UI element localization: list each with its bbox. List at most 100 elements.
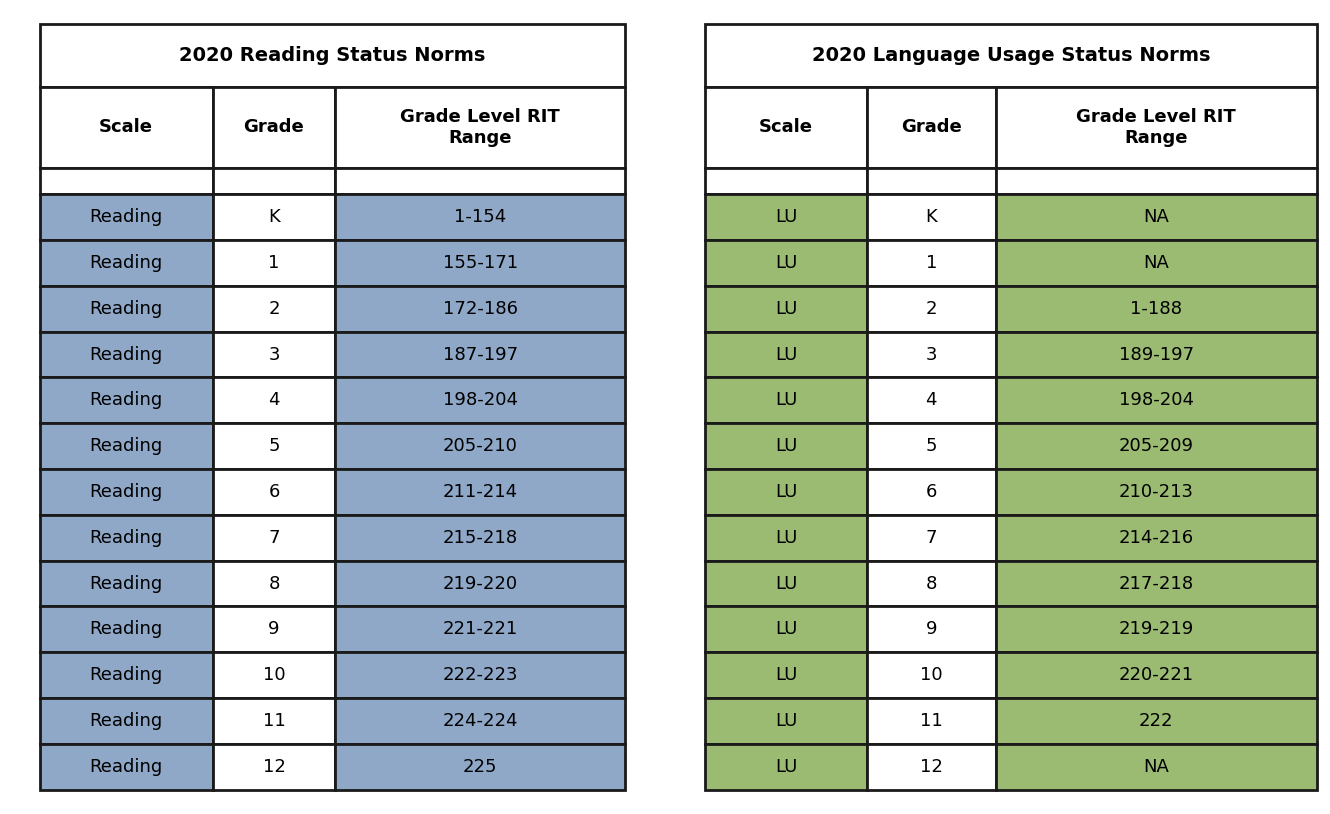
Bar (335, 286, 625, 331)
Bar (705, 469, 867, 514)
Bar (213, 286, 335, 331)
Bar (335, 423, 625, 469)
Bar (996, 698, 1317, 744)
Text: 9: 9 (926, 620, 938, 638)
Bar (213, 698, 335, 744)
Text: Reading: Reading (89, 208, 162, 226)
Bar (996, 652, 1317, 698)
Text: LU: LU (775, 254, 797, 272)
Text: 11: 11 (262, 712, 286, 730)
Bar (40, 606, 213, 652)
Bar (40, 286, 213, 331)
Text: 205-210: 205-210 (443, 437, 517, 455)
Text: LU: LU (775, 758, 797, 776)
Bar (867, 469, 995, 514)
Bar (996, 168, 1317, 195)
Bar (335, 606, 625, 652)
Text: 5: 5 (926, 437, 938, 455)
Text: 225: 225 (463, 758, 497, 776)
Text: 7: 7 (926, 529, 938, 547)
Text: Grade: Grade (900, 118, 962, 136)
Text: 11: 11 (920, 712, 943, 730)
Text: LU: LU (775, 208, 797, 226)
Bar (705, 240, 867, 286)
Text: Grade: Grade (243, 118, 305, 136)
Bar (213, 652, 335, 698)
Text: LU: LU (775, 346, 797, 364)
Bar (867, 652, 995, 698)
Bar (40, 168, 213, 195)
Bar (213, 168, 335, 195)
Bar (705, 87, 867, 168)
Bar (213, 195, 335, 240)
Bar (40, 240, 213, 286)
Text: 221-221: 221-221 (443, 620, 517, 638)
Text: 9: 9 (269, 620, 279, 638)
Text: Scale: Scale (100, 118, 153, 136)
Bar (40, 331, 213, 378)
Bar (705, 195, 867, 240)
Bar (867, 378, 995, 423)
Bar (867, 423, 995, 469)
Bar (213, 331, 335, 378)
Bar (213, 744, 335, 790)
Text: 6: 6 (269, 483, 279, 501)
Bar (40, 378, 213, 423)
Bar (867, 240, 995, 286)
Text: NA: NA (1144, 254, 1169, 272)
Bar (705, 378, 867, 423)
Text: 8: 8 (269, 575, 279, 593)
Bar (705, 168, 867, 195)
Bar (40, 514, 213, 561)
Text: 215-218: 215-218 (443, 529, 517, 547)
Bar (867, 698, 995, 744)
Text: LU: LU (775, 483, 797, 501)
Bar (40, 469, 213, 514)
Bar (996, 469, 1317, 514)
Bar (867, 87, 995, 168)
Text: K: K (926, 208, 938, 226)
Bar (705, 561, 867, 606)
Bar (213, 469, 335, 514)
Text: 189-197: 189-197 (1119, 346, 1193, 364)
Text: 222-223: 222-223 (443, 666, 517, 684)
Text: 5: 5 (269, 437, 279, 455)
Text: LU: LU (775, 712, 797, 730)
Text: 10: 10 (262, 666, 286, 684)
Text: 187-197: 187-197 (443, 346, 517, 364)
Bar (867, 168, 995, 195)
Bar (40, 744, 213, 790)
Text: 2020 Reading Status Norms: 2020 Reading Status Norms (180, 46, 485, 65)
Text: 219-219: 219-219 (1119, 620, 1194, 638)
Bar (996, 195, 1317, 240)
Bar (996, 561, 1317, 606)
Bar (867, 514, 995, 561)
Text: Reading: Reading (89, 483, 162, 501)
Text: Reading: Reading (89, 712, 162, 730)
Text: 172-186: 172-186 (443, 300, 517, 317)
Text: Reading: Reading (89, 346, 162, 364)
Bar (996, 378, 1317, 423)
Text: 211-214: 211-214 (443, 483, 517, 501)
Text: NA: NA (1144, 208, 1169, 226)
Bar (335, 514, 625, 561)
Text: Reading: Reading (89, 254, 162, 272)
Bar (335, 698, 625, 744)
Text: NA: NA (1144, 758, 1169, 776)
Bar (867, 606, 995, 652)
Text: Reading: Reading (89, 529, 162, 547)
Bar (335, 168, 625, 195)
Text: 1-154: 1-154 (454, 208, 507, 226)
Bar (213, 378, 335, 423)
Bar (213, 561, 335, 606)
Bar (335, 378, 625, 423)
Bar (996, 87, 1317, 168)
Text: 12: 12 (262, 758, 286, 776)
Bar (335, 561, 625, 606)
Bar (705, 652, 867, 698)
Bar (705, 698, 867, 744)
Text: 1: 1 (926, 254, 936, 272)
Bar (40, 24, 625, 87)
Bar (40, 698, 213, 744)
Bar (213, 423, 335, 469)
